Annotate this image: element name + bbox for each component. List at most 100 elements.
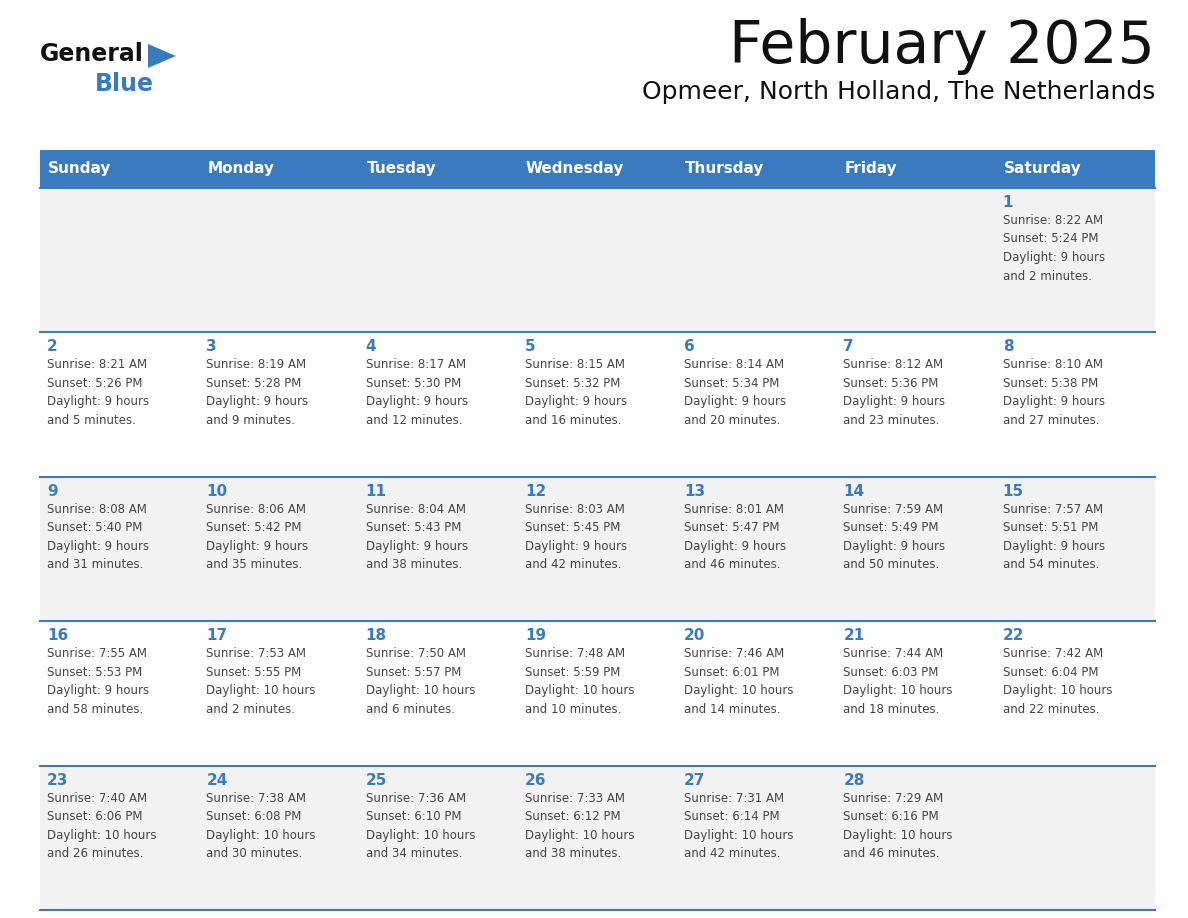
Text: 2: 2 bbox=[48, 340, 58, 354]
Text: Sunrise: 8:10 AM
Sunset: 5:38 PM
Daylight: 9 hours
and 27 minutes.: Sunrise: 8:10 AM Sunset: 5:38 PM Dayligh… bbox=[1003, 358, 1105, 427]
Text: Sunrise: 8:03 AM
Sunset: 5:45 PM
Daylight: 9 hours
and 42 minutes.: Sunrise: 8:03 AM Sunset: 5:45 PM Dayligh… bbox=[525, 503, 627, 571]
Text: Sunrise: 7:36 AM
Sunset: 6:10 PM
Daylight: 10 hours
and 34 minutes.: Sunrise: 7:36 AM Sunset: 6:10 PM Dayligh… bbox=[366, 791, 475, 860]
Text: Sunrise: 8:22 AM
Sunset: 5:24 PM
Daylight: 9 hours
and 2 minutes.: Sunrise: 8:22 AM Sunset: 5:24 PM Dayligh… bbox=[1003, 214, 1105, 283]
Text: Sunrise: 7:42 AM
Sunset: 6:04 PM
Daylight: 10 hours
and 22 minutes.: Sunrise: 7:42 AM Sunset: 6:04 PM Dayligh… bbox=[1003, 647, 1112, 716]
Text: 23: 23 bbox=[48, 773, 69, 788]
Text: Friday: Friday bbox=[845, 162, 897, 176]
Bar bbox=[40, 621, 200, 766]
Bar bbox=[996, 476, 1155, 621]
Text: Tuesday: Tuesday bbox=[367, 162, 436, 176]
Bar bbox=[677, 766, 836, 910]
Text: February 2025: February 2025 bbox=[729, 18, 1155, 75]
Text: Sunrise: 8:21 AM
Sunset: 5:26 PM
Daylight: 9 hours
and 5 minutes.: Sunrise: 8:21 AM Sunset: 5:26 PM Dayligh… bbox=[48, 358, 150, 427]
Text: Monday: Monday bbox=[207, 162, 274, 176]
Text: Sunrise: 8:06 AM
Sunset: 5:42 PM
Daylight: 9 hours
and 35 minutes.: Sunrise: 8:06 AM Sunset: 5:42 PM Dayligh… bbox=[207, 503, 309, 571]
Text: 15: 15 bbox=[1003, 484, 1024, 498]
Bar bbox=[40, 766, 200, 910]
Bar bbox=[836, 476, 996, 621]
Text: 5: 5 bbox=[525, 340, 536, 354]
Text: 8: 8 bbox=[1003, 340, 1013, 354]
Bar bbox=[518, 766, 677, 910]
Text: 22: 22 bbox=[1003, 628, 1024, 644]
Bar bbox=[518, 476, 677, 621]
Bar bbox=[40, 188, 200, 332]
Text: 18: 18 bbox=[366, 628, 387, 644]
Text: 12: 12 bbox=[525, 484, 546, 498]
Text: 21: 21 bbox=[843, 628, 865, 644]
Bar bbox=[996, 332, 1155, 476]
Bar bbox=[200, 476, 359, 621]
Text: Blue: Blue bbox=[95, 72, 154, 96]
Text: 24: 24 bbox=[207, 773, 228, 788]
Bar bbox=[200, 332, 359, 476]
Bar bbox=[996, 188, 1155, 332]
Bar bbox=[518, 188, 677, 332]
Text: Sunrise: 7:46 AM
Sunset: 6:01 PM
Daylight: 10 hours
and 14 minutes.: Sunrise: 7:46 AM Sunset: 6:01 PM Dayligh… bbox=[684, 647, 794, 716]
Polygon shape bbox=[148, 44, 176, 68]
Text: 13: 13 bbox=[684, 484, 706, 498]
Text: Wednesday: Wednesday bbox=[526, 162, 624, 176]
Bar bbox=[518, 332, 677, 476]
Bar bbox=[996, 621, 1155, 766]
Bar bbox=[996, 766, 1155, 910]
Text: Opmeer, North Holland, The Netherlands: Opmeer, North Holland, The Netherlands bbox=[642, 80, 1155, 104]
Text: 19: 19 bbox=[525, 628, 546, 644]
Bar bbox=[518, 621, 677, 766]
Bar bbox=[836, 150, 996, 188]
Text: Sunrise: 8:08 AM
Sunset: 5:40 PM
Daylight: 9 hours
and 31 minutes.: Sunrise: 8:08 AM Sunset: 5:40 PM Dayligh… bbox=[48, 503, 150, 571]
Bar bbox=[40, 476, 200, 621]
Bar bbox=[200, 766, 359, 910]
Bar bbox=[359, 188, 518, 332]
Text: 7: 7 bbox=[843, 340, 854, 354]
Text: Sunrise: 8:17 AM
Sunset: 5:30 PM
Daylight: 9 hours
and 12 minutes.: Sunrise: 8:17 AM Sunset: 5:30 PM Dayligh… bbox=[366, 358, 468, 427]
Text: 1: 1 bbox=[1003, 195, 1013, 210]
Bar bbox=[677, 188, 836, 332]
Bar bbox=[359, 766, 518, 910]
Bar bbox=[836, 766, 996, 910]
Bar bbox=[677, 150, 836, 188]
Text: 14: 14 bbox=[843, 484, 865, 498]
Text: 10: 10 bbox=[207, 484, 227, 498]
Bar bbox=[996, 150, 1155, 188]
Text: Sunrise: 7:55 AM
Sunset: 5:53 PM
Daylight: 9 hours
and 58 minutes.: Sunrise: 7:55 AM Sunset: 5:53 PM Dayligh… bbox=[48, 647, 150, 716]
Text: Sunrise: 7:38 AM
Sunset: 6:08 PM
Daylight: 10 hours
and 30 minutes.: Sunrise: 7:38 AM Sunset: 6:08 PM Dayligh… bbox=[207, 791, 316, 860]
Text: 27: 27 bbox=[684, 773, 706, 788]
Bar bbox=[518, 150, 677, 188]
Text: 28: 28 bbox=[843, 773, 865, 788]
Text: Sunrise: 7:48 AM
Sunset: 5:59 PM
Daylight: 10 hours
and 10 minutes.: Sunrise: 7:48 AM Sunset: 5:59 PM Dayligh… bbox=[525, 647, 634, 716]
Bar bbox=[200, 150, 359, 188]
Text: 25: 25 bbox=[366, 773, 387, 788]
Text: Sunrise: 7:29 AM
Sunset: 6:16 PM
Daylight: 10 hours
and 46 minutes.: Sunrise: 7:29 AM Sunset: 6:16 PM Dayligh… bbox=[843, 791, 953, 860]
Bar bbox=[836, 621, 996, 766]
Text: Sunrise: 7:50 AM
Sunset: 5:57 PM
Daylight: 10 hours
and 6 minutes.: Sunrise: 7:50 AM Sunset: 5:57 PM Dayligh… bbox=[366, 647, 475, 716]
Bar bbox=[200, 621, 359, 766]
Text: 3: 3 bbox=[207, 340, 217, 354]
Text: Sunrise: 8:14 AM
Sunset: 5:34 PM
Daylight: 9 hours
and 20 minutes.: Sunrise: 8:14 AM Sunset: 5:34 PM Dayligh… bbox=[684, 358, 786, 427]
Text: Sunrise: 7:57 AM
Sunset: 5:51 PM
Daylight: 9 hours
and 54 minutes.: Sunrise: 7:57 AM Sunset: 5:51 PM Dayligh… bbox=[1003, 503, 1105, 571]
Text: 17: 17 bbox=[207, 628, 227, 644]
Bar bbox=[40, 332, 200, 476]
Bar bbox=[359, 150, 518, 188]
Bar bbox=[359, 476, 518, 621]
Bar bbox=[40, 150, 200, 188]
Bar bbox=[677, 332, 836, 476]
Text: Sunrise: 7:31 AM
Sunset: 6:14 PM
Daylight: 10 hours
and 42 minutes.: Sunrise: 7:31 AM Sunset: 6:14 PM Dayligh… bbox=[684, 791, 794, 860]
Text: Sunrise: 8:04 AM
Sunset: 5:43 PM
Daylight: 9 hours
and 38 minutes.: Sunrise: 8:04 AM Sunset: 5:43 PM Dayligh… bbox=[366, 503, 468, 571]
Text: 6: 6 bbox=[684, 340, 695, 354]
Text: Sunrise: 7:40 AM
Sunset: 6:06 PM
Daylight: 10 hours
and 26 minutes.: Sunrise: 7:40 AM Sunset: 6:06 PM Dayligh… bbox=[48, 791, 157, 860]
Text: Sunrise: 8:01 AM
Sunset: 5:47 PM
Daylight: 9 hours
and 46 minutes.: Sunrise: 8:01 AM Sunset: 5:47 PM Dayligh… bbox=[684, 503, 786, 571]
Text: Thursday: Thursday bbox=[685, 162, 765, 176]
Text: Sunrise: 7:44 AM
Sunset: 6:03 PM
Daylight: 10 hours
and 18 minutes.: Sunrise: 7:44 AM Sunset: 6:03 PM Dayligh… bbox=[843, 647, 953, 716]
Text: General: General bbox=[40, 42, 144, 66]
Text: 20: 20 bbox=[684, 628, 706, 644]
Bar bbox=[359, 621, 518, 766]
Text: Sunrise: 7:53 AM
Sunset: 5:55 PM
Daylight: 10 hours
and 2 minutes.: Sunrise: 7:53 AM Sunset: 5:55 PM Dayligh… bbox=[207, 647, 316, 716]
Text: 11: 11 bbox=[366, 484, 386, 498]
Text: Sunrise: 8:15 AM
Sunset: 5:32 PM
Daylight: 9 hours
and 16 minutes.: Sunrise: 8:15 AM Sunset: 5:32 PM Dayligh… bbox=[525, 358, 627, 427]
Text: 26: 26 bbox=[525, 773, 546, 788]
Text: Saturday: Saturday bbox=[1004, 162, 1081, 176]
Bar bbox=[200, 188, 359, 332]
Text: Sunrise: 7:59 AM
Sunset: 5:49 PM
Daylight: 9 hours
and 50 minutes.: Sunrise: 7:59 AM Sunset: 5:49 PM Dayligh… bbox=[843, 503, 946, 571]
Text: 16: 16 bbox=[48, 628, 68, 644]
Text: Sunrise: 8:19 AM
Sunset: 5:28 PM
Daylight: 9 hours
and 9 minutes.: Sunrise: 8:19 AM Sunset: 5:28 PM Dayligh… bbox=[207, 358, 309, 427]
